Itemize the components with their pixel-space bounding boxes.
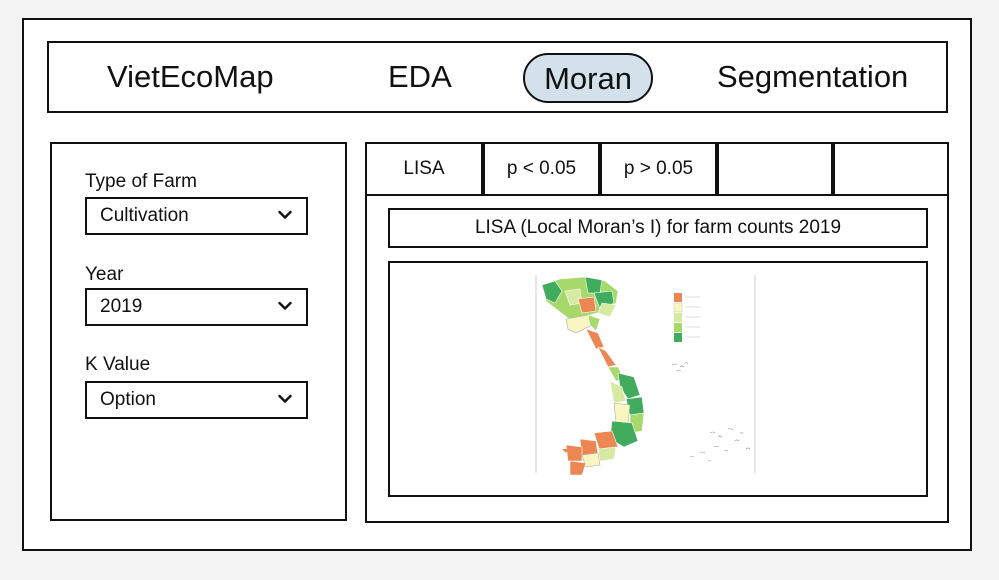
spratly-islands (689, 428, 751, 462)
nav-tab-moran[interactable]: Moran (523, 53, 653, 103)
chevron-down-icon (278, 210, 292, 219)
region-nghe-an (587, 314, 601, 332)
legend-swatch-3 (674, 313, 682, 322)
year-select[interactable]: 2019 (85, 288, 308, 326)
region-ca-mau (569, 460, 587, 476)
region-red-delta (577, 296, 597, 314)
region-kon-tum (609, 380, 627, 404)
region-phu-quoc (562, 449, 568, 453)
region-thanh-hoa (565, 314, 593, 334)
region-northeast (584, 276, 603, 294)
top-nav: VietEcoMap EDA Moran Segmentation (47, 41, 948, 113)
legend-swatch-1 (674, 293, 682, 302)
region-ho-chi-minh (593, 430, 619, 452)
region-quang-binh (597, 346, 617, 368)
lisa-map (388, 261, 928, 497)
legend-swatch-2 (673, 302, 683, 313)
tab-divider (598, 144, 602, 194)
region-mekong-west (565, 444, 583, 462)
region-quang-nam (617, 372, 641, 400)
region-ben-tre (597, 446, 617, 462)
legend-swatch-5 (674, 333, 682, 342)
tab-p-not-significant[interactable]: p > 0.05 (623, 158, 694, 179)
result-tabs: LISA p < 0.05 p > 0.05 (367, 144, 947, 196)
region-coastal-north (597, 302, 617, 318)
result-panel: LISA p < 0.05 p > 0.05 LISA (Local Moran… (365, 142, 949, 523)
chevron-down-icon (278, 301, 292, 310)
tab-divider (481, 144, 485, 194)
tab-empty-4[interactable] (719, 144, 831, 194)
tab-empty-5[interactable] (835, 144, 947, 194)
year-value: 2019 (100, 296, 143, 317)
region-northwest (541, 280, 563, 304)
farm-type-value: Cultivation (100, 205, 189, 226)
nav-brand[interactable]: VietEcoMap (107, 59, 274, 94)
region-gia-lai (613, 402, 631, 424)
k-value-select[interactable]: Option (85, 381, 308, 419)
farm-type-label: Type of Farm (85, 171, 197, 192)
legend-swatch-4 (674, 323, 682, 332)
tab-lisa[interactable]: LISA (403, 158, 445, 179)
tab-p-significant[interactable]: p < 0.05 (506, 158, 577, 179)
paracel-islands (671, 362, 689, 372)
region-ha-tinh (585, 328, 605, 350)
map-title: LISA (Local Moran’s I) for farm counts 2… (388, 208, 928, 248)
nav-tab-segmentation[interactable]: Segmentation (717, 59, 909, 94)
k-value-value: Option (100, 389, 156, 410)
tab-divider (715, 144, 719, 194)
lisa-map-svg (535, 275, 756, 476)
year-label: Year (85, 264, 124, 285)
nav-tab-eda[interactable]: EDA (388, 59, 452, 94)
k-value-label: K Value (85, 354, 151, 375)
chevron-down-icon (278, 394, 292, 403)
filter-panel: Type of Farm Cultivation Year 2019 K Val… (50, 142, 347, 521)
tab-divider (831, 144, 835, 194)
farm-type-select[interactable]: Cultivation (85, 197, 308, 235)
